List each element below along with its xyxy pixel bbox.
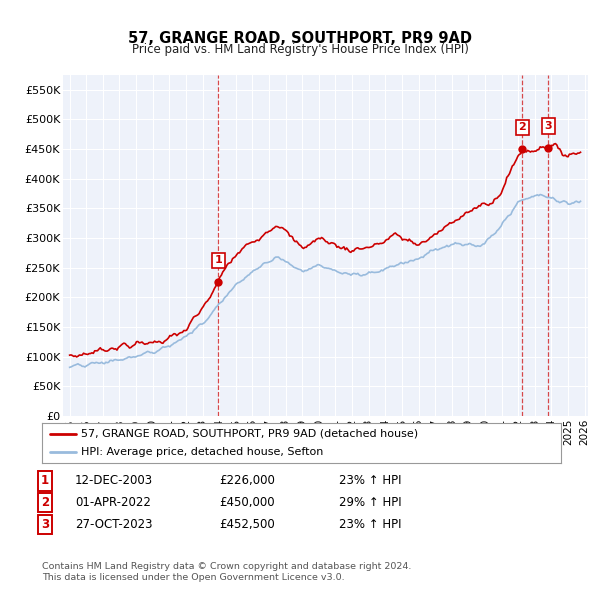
Text: 57, GRANGE ROAD, SOUTHPORT, PR9 9AD: 57, GRANGE ROAD, SOUTHPORT, PR9 9AD xyxy=(128,31,472,47)
Text: £226,000: £226,000 xyxy=(219,474,275,487)
Text: 29% ↑ HPI: 29% ↑ HPI xyxy=(339,496,401,509)
Text: 23% ↑ HPI: 23% ↑ HPI xyxy=(339,518,401,531)
Text: 12-DEC-2003: 12-DEC-2003 xyxy=(75,474,153,487)
Text: 27-OCT-2023: 27-OCT-2023 xyxy=(75,518,152,531)
Text: 01-APR-2022: 01-APR-2022 xyxy=(75,496,151,509)
Text: 1: 1 xyxy=(41,474,49,487)
Text: HPI: Average price, detached house, Sefton: HPI: Average price, detached house, Seft… xyxy=(81,447,323,457)
Text: This data is licensed under the Open Government Licence v3.0.: This data is licensed under the Open Gov… xyxy=(42,572,344,582)
Text: 3: 3 xyxy=(41,518,49,531)
Text: 2: 2 xyxy=(41,496,49,509)
Text: £450,000: £450,000 xyxy=(219,496,275,509)
Text: Contains HM Land Registry data © Crown copyright and database right 2024.: Contains HM Land Registry data © Crown c… xyxy=(42,562,412,571)
Text: £452,500: £452,500 xyxy=(219,518,275,531)
Text: 57, GRANGE ROAD, SOUTHPORT, PR9 9AD (detached house): 57, GRANGE ROAD, SOUTHPORT, PR9 9AD (det… xyxy=(81,429,418,439)
Text: 1: 1 xyxy=(214,255,222,266)
Text: 23% ↑ HPI: 23% ↑ HPI xyxy=(339,474,401,487)
Text: Price paid vs. HM Land Registry's House Price Index (HPI): Price paid vs. HM Land Registry's House … xyxy=(131,43,469,56)
Text: 2: 2 xyxy=(518,123,526,133)
Text: 3: 3 xyxy=(545,121,552,131)
